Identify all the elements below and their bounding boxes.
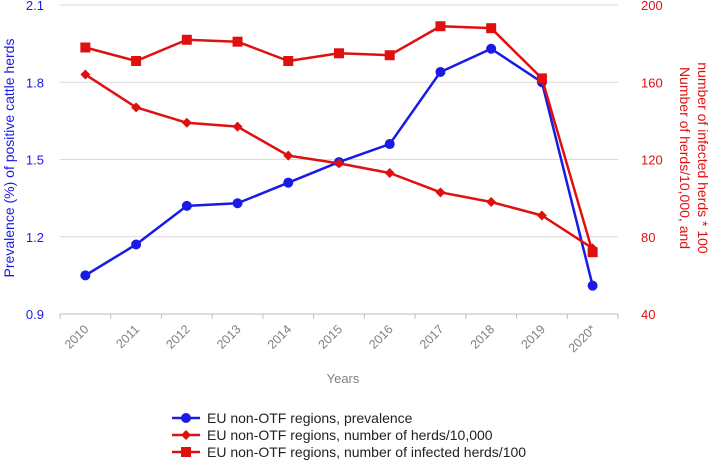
data-point: [435, 21, 446, 32]
x-tick-label: 2012: [163, 322, 193, 352]
data-point: [536, 73, 547, 84]
legend-item[interactable]: EU non-OTF regions, prevalence: [172, 410, 413, 426]
data-point: [587, 247, 598, 258]
data-point: [283, 150, 294, 161]
y-left-tick-label: 0.9: [26, 307, 44, 322]
data-point: [232, 36, 243, 47]
data-point: [384, 139, 395, 150]
data-point: [435, 66, 446, 77]
data-point: [131, 102, 142, 113]
x-tick-label: 2016: [366, 322, 396, 352]
y-right-tick-label: 80: [641, 230, 655, 245]
data-point: [334, 48, 344, 59]
x-tick-label: 2015: [316, 322, 346, 352]
x-tick-label: 2017: [417, 322, 447, 352]
x-tick-label: 2020*: [566, 322, 599, 355]
series-group: [80, 21, 598, 291]
data-point: [486, 23, 497, 34]
x-tick-label: 2019: [518, 322, 548, 352]
data-point: [232, 198, 243, 209]
x-tick-label: 2010: [62, 322, 92, 352]
y-left-tick-label: 1.2: [26, 230, 44, 245]
y-right-tick-label: 200: [641, 0, 663, 13]
legend-marker: [181, 447, 191, 457]
data-point: [536, 210, 547, 221]
data-point: [181, 117, 192, 128]
y-left-tick-label: 1.5: [26, 153, 44, 168]
series-3: [80, 21, 598, 258]
x-axis-label: Years: [327, 371, 360, 386]
series-line: [85, 24, 594, 253]
legend-marker: [181, 413, 191, 423]
y-right-tick-label: 40: [641, 307, 655, 322]
x-tick-label: 2013: [214, 322, 244, 352]
x-axis: 2010 2011 2012 2013 2014 2015 2016 2017 2018 2019…: [59, 313, 619, 355]
x-tick-label: 2014: [265, 322, 295, 352]
legend-item[interactable]: EU non-OTF regions, number of herds/10,0…: [172, 427, 493, 443]
data-point: [283, 177, 294, 188]
series-2: [80, 69, 598, 254]
y-left-tick-label: 1.8: [26, 75, 44, 90]
y-axis-left-label: Prevalence (%) of positive cattle herds: [1, 39, 17, 278]
y-right-tick-label: 120: [641, 153, 663, 168]
y-axis-right-label-line1: Number of herds/10,000, and: [677, 67, 693, 249]
data-point: [587, 280, 598, 291]
data-point: [181, 200, 192, 211]
legend-label: EU non-OTF regions, number of herds/10,0…: [207, 427, 493, 443]
data-point: [131, 239, 142, 250]
data-point: [181, 34, 192, 45]
data-point: [80, 270, 91, 281]
data-point: [384, 168, 395, 179]
data-point: [486, 43, 497, 54]
data-point: [232, 121, 243, 132]
x-tick-label: 2011: [113, 322, 142, 351]
y-left-tick-label: 2.1: [26, 0, 44, 13]
data-point: [486, 196, 497, 207]
data-point: [80, 69, 91, 80]
legend-item[interactable]: EU non-OTF regions, number of infected h…: [172, 444, 526, 460]
data-point: [435, 187, 446, 198]
legend-label: EU non-OTF regions, number of infected h…: [207, 444, 526, 460]
x-tick-label: 2018: [468, 322, 498, 352]
legend-label: EU non-OTF regions, prevalence: [207, 410, 413, 426]
y-right-tick-label: 160: [641, 75, 663, 90]
y-axis-right-label-line2: number of infected herds * 100: [695, 62, 709, 254]
right-axis: 40 80 120 160 200: [641, 0, 663, 322]
data-point: [131, 56, 142, 67]
data-point: [334, 158, 344, 169]
left-axis: 0.9 1.2 1.5 1.8 2.1: [26, 0, 44, 322]
legend-marker: [181, 430, 191, 440]
data-point: [384, 50, 395, 61]
data-point: [80, 42, 91, 53]
data-point: [283, 56, 294, 67]
